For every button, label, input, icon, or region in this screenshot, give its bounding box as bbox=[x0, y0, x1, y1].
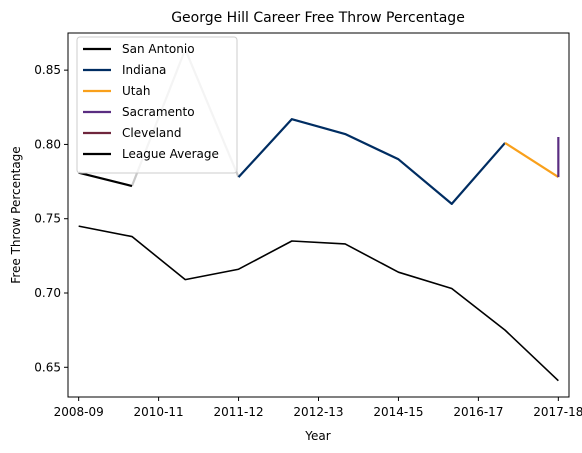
series-line-indiana bbox=[237, 118, 506, 205]
x-tick-label: 2008-09 bbox=[54, 405, 104, 419]
x-tick-label: 2016-17 bbox=[453, 405, 503, 419]
series-line-san-antonio bbox=[78, 171, 133, 188]
x-tick-label: 2017-18 bbox=[533, 405, 582, 419]
series-line-utah bbox=[504, 142, 559, 179]
legend-label-indiana: Indiana bbox=[122, 63, 166, 77]
chart-title: George Hill Career Free Throw Percentage bbox=[171, 10, 465, 26]
plot-area: 2008-09 2010-11 2011-12 2012-13 2014-15 2016-… bbox=[34, 32, 582, 419]
y-tick-label: 0.70 bbox=[34, 286, 61, 300]
y-tick-label: 0.75 bbox=[34, 212, 61, 226]
x-tick-label: 2014-15 bbox=[373, 405, 423, 419]
series-line-league-average bbox=[78, 225, 559, 382]
legend-label-league-average: League Average bbox=[122, 147, 219, 161]
x-axis-title: Year bbox=[304, 429, 330, 443]
y-tick-label: 0.65 bbox=[34, 360, 61, 374]
y-tick-label: 0.80 bbox=[34, 137, 61, 151]
legend-label-utah: Utah bbox=[122, 84, 150, 98]
x-tick-label: 2012-13 bbox=[293, 405, 343, 419]
legend-label-cleveland: Cleveland bbox=[122, 126, 182, 140]
x-tick-label: 2011-12 bbox=[213, 405, 263, 419]
legend-label-sacramento: Sacramento bbox=[122, 105, 195, 119]
x-tick-label: 2010-11 bbox=[134, 405, 184, 419]
y-tick-label: 0.85 bbox=[34, 63, 61, 77]
legend-box bbox=[76, 36, 238, 174]
legend-label-san-antonio: San Antonio bbox=[122, 42, 195, 56]
legend: San Antonio Indiana Utah Sacramento Clevelan… bbox=[76, 36, 238, 174]
y-axis-title: Free Throw Percentage bbox=[9, 146, 23, 283]
